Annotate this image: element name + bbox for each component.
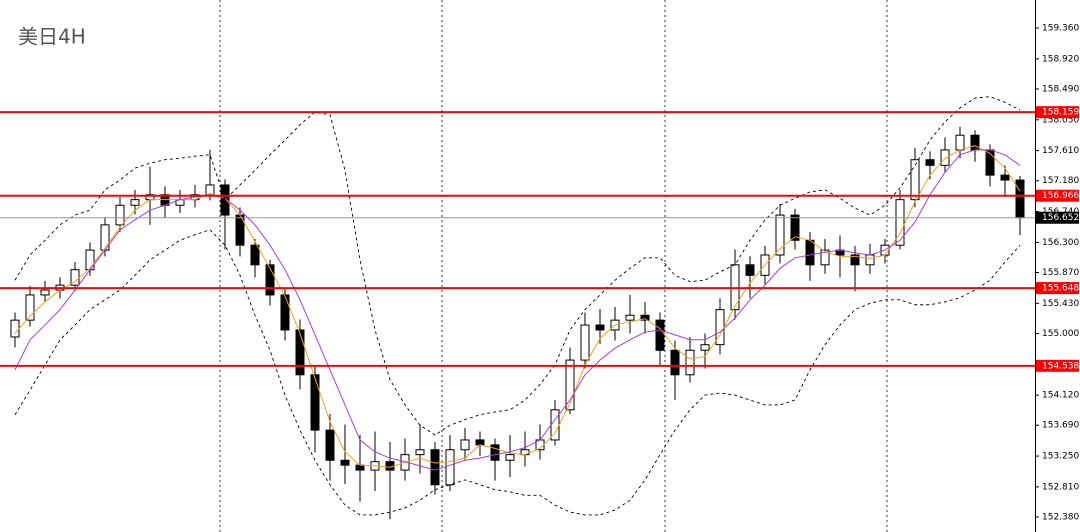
candle-body: [895, 199, 905, 246]
candle-body: [430, 449, 440, 486]
candle-body: [1000, 174, 1010, 181]
candle-body: [265, 264, 275, 296]
level-tag: [1036, 282, 1079, 295]
y-tick-label: 155.870: [1042, 268, 1079, 278]
candle-body: [700, 344, 710, 351]
candle-body: [790, 214, 800, 241]
y-tick-label: 158.050: [1042, 115, 1079, 125]
candle-body: [490, 444, 500, 461]
candle-body: [25, 294, 35, 321]
y-tick-label: 153.250: [1042, 452, 1079, 462]
candle-body: [505, 454, 515, 461]
candle-body: [685, 349, 695, 376]
candle-body: [220, 184, 230, 216]
y-tick-label: 157.180: [1042, 176, 1079, 186]
last-price-tag: [1036, 211, 1079, 224]
candle-body: [955, 134, 965, 151]
y-tick-label: 152.810: [1042, 482, 1079, 492]
candle-body: [10, 319, 20, 338]
candle-body: [910, 159, 920, 201]
candle-body: [445, 449, 455, 486]
candle-body: [655, 319, 665, 351]
chart-title: 美日4H: [18, 25, 86, 49]
level-tag: [1036, 189, 1079, 202]
level-tag: [1036, 359, 1079, 372]
y-tick-label: 155.000: [1042, 329, 1079, 339]
level-label: 155.648: [1042, 284, 1079, 294]
candle-body: [745, 264, 755, 276]
candle-body: [130, 199, 140, 206]
candle-body: [580, 324, 590, 361]
y-tick-label: 157.610: [1042, 146, 1079, 156]
candle-body: [280, 294, 290, 331]
candle-body: [40, 289, 50, 296]
bollinger-band: [14, 229, 1021, 516]
y-tick-label: 159.360: [1042, 24, 1079, 34]
candle-body: [670, 349, 680, 376]
last-price-label: 156.652: [1042, 213, 1079, 223]
period-separators: [219, 0, 888, 532]
y-tick-label: 154.120: [1042, 391, 1079, 401]
y-tick-label: 153.690: [1042, 421, 1079, 431]
candle-body: [115, 204, 125, 226]
candle-body: [595, 324, 605, 331]
y-tick-label: 156.300: [1042, 238, 1079, 248]
candle-body: [250, 244, 260, 266]
candle-body: [460, 439, 470, 451]
candle-body: [475, 439, 485, 446]
candle-body: [820, 249, 830, 266]
candle-body: [865, 254, 875, 266]
candle-body: [1015, 179, 1025, 219]
candle-body: [775, 214, 785, 256]
candle-body: [340, 459, 350, 466]
level-label: 154.538: [1042, 361, 1079, 371]
candle-body: [355, 464, 365, 471]
candle-body: [640, 314, 650, 321]
candle-body: [805, 239, 815, 266]
y-tick-label: 158.920: [1042, 54, 1079, 64]
candle-body: [625, 314, 635, 321]
candle-body: [415, 449, 425, 456]
bollinger-band: [14, 96, 1021, 436]
candle-body: [940, 149, 950, 166]
candle-body: [925, 159, 935, 166]
y-tick-label: 155.430: [1042, 299, 1079, 309]
candle-body: [565, 359, 575, 411]
y-tick-label: 158.490: [1042, 84, 1079, 94]
level-label: 156.966: [1042, 191, 1079, 201]
candle-body: [850, 254, 860, 266]
candle-body: [325, 429, 335, 461]
level-label: 158.159: [1042, 108, 1079, 118]
candle-body: [295, 329, 305, 376]
y-tick-label: 152.380: [1042, 513, 1079, 523]
level-tag: [1036, 106, 1079, 119]
candle-body: [310, 374, 320, 431]
moving-average: [14, 149, 1021, 471]
